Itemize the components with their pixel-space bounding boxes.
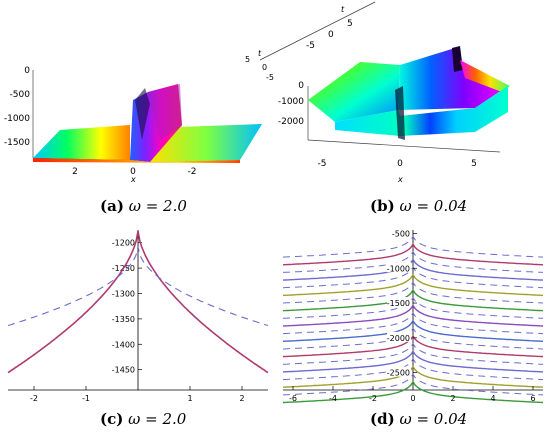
svg-text:0: 0 <box>262 63 267 72</box>
x-tick-label-d: 2 <box>450 394 455 403</box>
series-line-d-17 <box>282 365 544 388</box>
series-line-d-4 <box>282 266 544 289</box>
series-line-d-19 <box>282 380 544 404</box>
panel-b: 5 0 -5 t 0 -1000 -2000 -5 0 5 x 5 t 0 -5 <box>240 0 550 185</box>
surface-a-right <box>150 124 262 162</box>
x-axis-label-a: x <box>130 175 136 184</box>
line-chart-c: -1200-1250-1300-1350-1400-1450-2 -1 1 2 <box>7 230 269 403</box>
svg-text:-5: -5 <box>266 73 274 82</box>
x-tick-label-a: 0 <box>130 167 136 177</box>
t-axis-label-b: t <box>341 5 345 14</box>
y-tick-label-c: -1450 <box>112 366 135 375</box>
z-tick-label-b: 0 <box>298 81 304 91</box>
series-line-d-5 <box>282 273 544 297</box>
surface-plot-a: 0 -500 -1000 -1500 2 0 -2 x <box>4 66 262 184</box>
panel-c: -1200 -1250 -1300 -1350 -1400 -1450 -2 -1 1 2 <box>0 225 275 405</box>
x-tick-label-d: -4 <box>329 394 337 403</box>
series-line-d-12 <box>282 327 544 350</box>
x-tick-label-d: 6 <box>530 394 535 403</box>
surface-a-left <box>33 125 130 160</box>
y-tick-label-bg-d <box>387 366 411 377</box>
surface-b-right <box>460 60 510 92</box>
z-tick-label-a: 0 <box>24 66 30 76</box>
x-tick-label-b: 0 <box>397 159 403 169</box>
x-tick-label-a: -2 <box>188 167 197 177</box>
z-tick-label-b: -2000 <box>278 117 304 127</box>
series-line-d-1 <box>282 242 544 266</box>
y-tick-label-bg-d <box>387 262 411 273</box>
y-tick-label-bg-d <box>387 227 411 238</box>
x-tick-label-a: 2 <box>72 167 78 177</box>
x-tick-label-b: -5 <box>318 159 327 169</box>
series-line-d-3 <box>282 258 544 281</box>
line-chart-d: -500 -1000 -1500 -2000 -2500 -6 -4 -2 2 4 6 0 <box>282 227 544 404</box>
x-tick-label-c: -2 <box>30 394 38 403</box>
z-tick-label-b: -1000 <box>278 97 304 107</box>
t-axis-a-labels: 5 t 0 -5 <box>245 49 274 82</box>
series-line-d-8 <box>282 296 544 319</box>
surface-b-peak <box>398 48 508 110</box>
svg-text:t: t <box>258 49 262 58</box>
caption-d: (d) ω = 0.04 <box>370 410 468 428</box>
x-tick-label-d: 4 <box>490 394 495 403</box>
panel-a: 0 -500 -1000 -1500 2 0 -2 x <box>0 0 275 185</box>
series-line-d-7 <box>282 288 544 312</box>
z-tick-label-a: -1500 <box>4 138 30 148</box>
caption-b: (b) ω = 0.04 <box>370 197 468 215</box>
y-tick-label-d: -1500 <box>387 299 410 308</box>
series-line-d-6 <box>282 281 544 304</box>
x-tick-label-d: -2 <box>369 394 377 403</box>
series-line-d-18 <box>282 373 544 396</box>
y-tick-label-c: -1200 <box>112 239 135 248</box>
series-line-d-11 <box>282 319 544 342</box>
x-tick-label-c: 1 <box>187 394 192 403</box>
series-line-d-2 <box>282 250 544 273</box>
y-tick-label-d: -2000 <box>387 334 410 343</box>
y-tick-label-d: -500 <box>392 229 410 238</box>
y-tick-label-c: -1300 <box>112 289 135 298</box>
surface-plot-b: 50-5 t 0-1000-2000 -5 0 5 x 5 t 0 -5 <box>245 1 510 184</box>
caption-c: (c) ω = 2.0 <box>100 410 187 428</box>
panel-d: -500 -1000 -1500 -2000 -2500 -6 -4 -2 2 4 6 0 <box>275 225 550 405</box>
series-line-d-15 <box>282 350 544 373</box>
series-line-d-9 <box>282 304 544 327</box>
series-line-c-0 <box>7 230 269 374</box>
caption-a: (a) ω = 2.0 <box>100 197 187 215</box>
y-tick-label-c: -1400 <box>112 340 135 349</box>
series-line-c-1 <box>7 246 269 327</box>
x-tick-label-c: 2 <box>239 394 244 403</box>
x-tick-label-c: -1 <box>82 394 90 403</box>
z-tick-label-a: -500 <box>10 90 31 100</box>
y-tick-label-c: -1350 <box>112 315 135 324</box>
x-tick-label-b: 5 <box>471 159 477 169</box>
t-axis-b <box>259 1 376 61</box>
y-tick-label-d: -2500 <box>387 369 410 378</box>
y-tick-label-d: -1000 <box>387 264 410 273</box>
x-axis-label-b: x <box>397 175 403 184</box>
series-line-d-14 <box>282 342 544 365</box>
z-tick-label-a: -1000 <box>4 114 30 124</box>
y-tick-label-bg-d <box>387 331 411 342</box>
x-tick-label-d: -6 <box>289 394 297 403</box>
surface-b-left <box>308 62 400 122</box>
series-line-d-10 <box>282 312 544 335</box>
t-tick-label-b: 5 <box>347 19 353 29</box>
series-line-d-13 <box>282 334 544 358</box>
series-line-d-16 <box>282 357 544 381</box>
x-tick-label-d: 0 <box>410 394 415 403</box>
t-tick-label-b: 0 <box>328 30 334 40</box>
series-line-d-0 <box>282 235 544 258</box>
y-tick-label-bg-d <box>387 297 411 308</box>
t-tick-label-b: -5 <box>306 41 315 51</box>
svg-text:5: 5 <box>245 55 250 64</box>
